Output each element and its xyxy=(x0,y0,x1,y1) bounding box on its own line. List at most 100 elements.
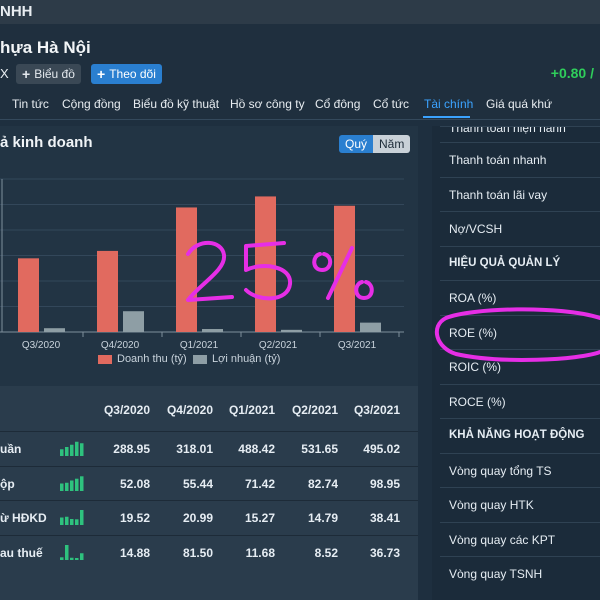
tab-news[interactable]: Tin tức xyxy=(12,97,49,111)
sidebar-item[interactable]: Vòng quay các KPT xyxy=(440,521,600,555)
column-header: Q3/2021 xyxy=(353,403,400,417)
row-label: ừ HĐKD xyxy=(0,511,47,525)
table-cell: 19.52 xyxy=(119,511,150,525)
sparkline-icon xyxy=(60,544,84,560)
table-cell: 11.68 xyxy=(245,545,275,560)
sidebar-item[interactable]: Thanh toán hiện hành xyxy=(440,126,600,142)
sidebar-item[interactable]: Vòng quay HTK xyxy=(440,487,600,520)
row-label: au thuế xyxy=(0,545,43,560)
legend-swatch-profit xyxy=(193,354,207,364)
sidebar-item-label: Thanh toán hiện hành xyxy=(449,126,566,135)
revenue-bar xyxy=(18,258,39,332)
legend-swatch-revenue xyxy=(98,354,112,364)
plus-icon: + xyxy=(22,66,31,82)
price-change: +0.80 / xyxy=(550,65,594,81)
table-header: Q3/2020 Q4/2020 Q1/2021 Q2/2021 Q3/2021 xyxy=(0,386,418,431)
profit-bar xyxy=(44,328,65,332)
sparkline-bar xyxy=(60,483,64,491)
follow-button-label: Theo dõi xyxy=(109,67,156,81)
sidebar-item-label: Vòng quay các KPT xyxy=(449,532,556,547)
table-cell: 71.42 xyxy=(244,476,275,491)
tab-technical-chart[interactable]: Biểu đồ kỹ thuật xyxy=(133,97,220,111)
sparkline-icon xyxy=(60,510,84,525)
table-row: ừ HĐKD 19.52 20.99 15.27 14.79 38.41 xyxy=(0,500,418,534)
year-button[interactable]: Năm xyxy=(373,135,411,153)
table-cell: 14.79 xyxy=(307,511,338,525)
plus-icon: + xyxy=(97,66,106,82)
follow-button[interactable]: + Theo dõi xyxy=(91,64,162,84)
sparkline-bar xyxy=(70,480,74,491)
sidebar-item[interactable]: Vòng quay tổng TS xyxy=(440,452,600,486)
tab-price-history[interactable]: Giá quá khứ xyxy=(486,97,553,111)
sidebar-item-label: ROCE (%) xyxy=(449,394,506,409)
sparkline-bar xyxy=(65,544,69,560)
sparkline-bar xyxy=(65,447,69,456)
legend-profit: Lợi nhuận (tỷ) xyxy=(193,353,280,365)
sparkline-bar xyxy=(70,557,74,560)
sidebar-section-header: KHẢ NĂNG HOẠT ĐỘNG xyxy=(440,418,600,451)
ratio-sidebar: Thanh toán hiện hành Thanh toán nhanh Than… xyxy=(432,126,600,600)
period-toggle: Quý Năm xyxy=(339,135,411,153)
sidebar-item[interactable]: Thanh toán nhanh xyxy=(440,142,600,175)
table-cell: 15.27 xyxy=(244,511,275,525)
table-cell: 318.01 xyxy=(176,442,213,456)
sidebar-item[interactable]: ROE (%) xyxy=(440,314,600,348)
sidebar-item-label: ROA (%) xyxy=(449,291,497,305)
sidebar-item[interactable]: ROA (%) xyxy=(440,280,600,313)
column-header: Q3/2020 xyxy=(103,403,150,417)
quarter-button[interactable]: Quý xyxy=(339,135,374,153)
sidebar-item-label: ROE (%) xyxy=(449,325,497,340)
sidebar-item-label: Thanh toán lãi vay xyxy=(449,187,548,202)
business-results-panel: ả kinh doanh Quý Năm Q3/2020 Q4/2020 Q1/20… xyxy=(0,126,418,600)
table-cell: 531.65 xyxy=(301,442,338,456)
sparkline-bar xyxy=(80,475,84,491)
sparkline-bar xyxy=(60,517,64,525)
company-name: hựa Hà Nội xyxy=(0,38,91,57)
tab-dividends[interactable]: Cổ tức xyxy=(373,97,410,111)
x-tick-label: Q4/2020 xyxy=(101,340,140,351)
sparkline-bar xyxy=(60,556,64,560)
column-header: Q4/2020 xyxy=(166,403,213,417)
sparkline-bar xyxy=(70,519,74,525)
table-cell: 98.95 xyxy=(369,476,400,491)
sparkline-bar xyxy=(60,449,64,456)
table-cell: 20.99 xyxy=(182,511,213,525)
sparkline-bar xyxy=(75,519,79,525)
sparkline-bar xyxy=(70,444,74,456)
chart-button[interactable]: + Biểu đồ xyxy=(16,64,81,84)
sidebar-item[interactable]: Nợ/VCSH xyxy=(440,211,600,244)
tab-bar: Tin tức Cộng đồng Biểu đồ kỹ thuật Hồ sơ… xyxy=(0,90,600,120)
sidebar-item[interactable]: Vòng quay TSNH xyxy=(440,556,600,589)
panel-divider xyxy=(418,120,432,600)
sparkline-bar xyxy=(75,441,79,456)
sidebar-item-label: Nợ/VCSH xyxy=(449,222,503,236)
x-tick-label: Q1/2021 xyxy=(180,340,219,351)
app-title: NHH xyxy=(0,3,33,20)
column-header: Q1/2021 xyxy=(228,403,275,417)
sidebar-item-label: HIỆU QUẢ QUẢN LÝ xyxy=(449,256,561,269)
table-cell: 8.52 xyxy=(314,545,338,560)
sparkline-icon xyxy=(60,475,84,491)
sidebar-item[interactable]: ROCE (%) xyxy=(440,383,600,417)
sidebar-item-label: Vòng quay tổng TS xyxy=(449,463,552,478)
sparkline-bar xyxy=(65,516,69,525)
table-cell: 288.95 xyxy=(113,442,150,456)
table-row: uần 288.95 318.01 488.42 531.65 495.02 xyxy=(0,431,418,465)
profit-bar xyxy=(360,322,381,332)
sidebar-item[interactable]: Thanh toán lãi vay xyxy=(440,176,600,210)
tab-shareholders[interactable]: Cổ đông xyxy=(315,97,361,111)
sidebar-item[interactable]: ROIC (%) xyxy=(440,349,600,382)
tab-company-profile[interactable]: Hồ sơ công ty xyxy=(230,97,305,111)
column-header: Q2/2021 xyxy=(291,403,338,417)
revenue-bar xyxy=(334,205,355,332)
tab-finance[interactable]: Tài chính xyxy=(424,97,474,111)
table-cell: 81.50 xyxy=(182,545,213,560)
tab-community[interactable]: Cộng đồng xyxy=(62,97,121,111)
chart-button-label: Biểu đồ xyxy=(34,67,75,81)
legend-label-revenue: Doanh thu (tỷ) xyxy=(117,353,187,365)
profit-bar xyxy=(281,329,302,332)
table-row: ộp 52.08 55.44 71.42 82.74 98.95 xyxy=(0,465,418,500)
table-cell: 495.02 xyxy=(363,442,400,456)
row-label: ộp xyxy=(0,476,15,491)
revenue-bar xyxy=(255,196,276,332)
